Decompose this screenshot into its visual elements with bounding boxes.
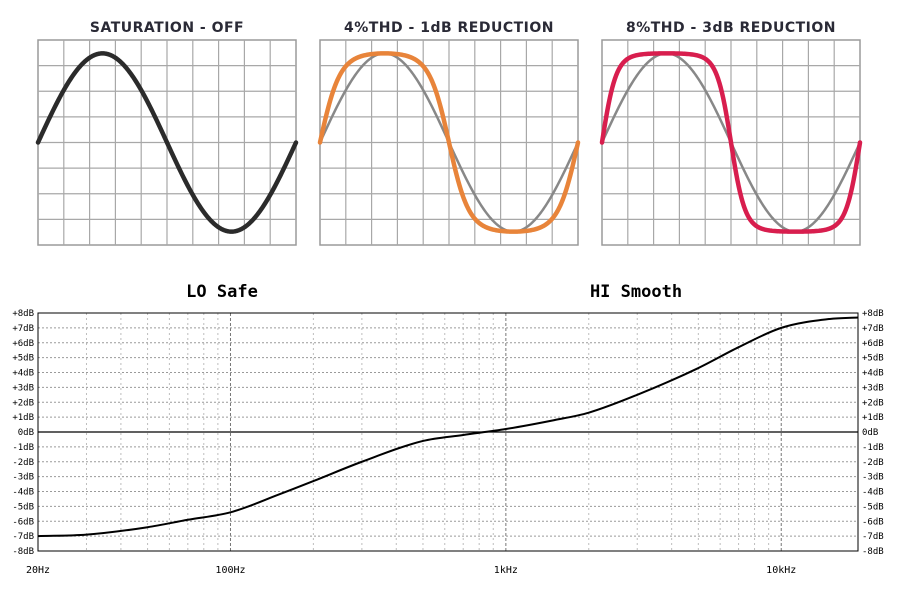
x-tick-label: 100Hz bbox=[215, 565, 245, 576]
panel-title: SATURATION - OFF bbox=[90, 20, 244, 36]
y-tick-label-left: +6dB bbox=[12, 339, 34, 349]
y-tick-label-left: -6dB bbox=[12, 517, 34, 527]
y-tick-label-right: -2dB bbox=[862, 458, 884, 468]
frequency-response-chart: LO Safe HI Smooth +8dB +8dB +7dB +7dB +6dB +6… bbox=[12, 282, 883, 576]
hi-smooth-title: HI Smooth bbox=[590, 282, 682, 302]
waveform-line bbox=[317, 51, 581, 234]
y-tick-label-right: -1dB bbox=[862, 443, 884, 453]
y-tick-label-right: +4dB bbox=[862, 369, 884, 379]
frequency-response-line bbox=[37, 316, 859, 538]
waveform-panel-8thd: 8%THD - 3dB REDUCTION bbox=[599, 20, 863, 246]
y-tick-label-left: -1dB bbox=[12, 443, 34, 453]
y-tick-label-right: +2dB bbox=[862, 398, 884, 408]
y-tick-label-left: -8dB bbox=[12, 547, 34, 557]
y-tick-label-left: +5dB bbox=[12, 354, 34, 364]
waveform-panel-saturation-off: SATURATION - OFF bbox=[35, 20, 299, 246]
lo-safe-title: LO Safe bbox=[186, 282, 258, 302]
y-tick-label-right: -6dB bbox=[862, 517, 884, 527]
y-tick-label-left: +1dB bbox=[12, 413, 34, 423]
y-tick-label-left: -2dB bbox=[12, 458, 34, 468]
y-tick-label-left: +7dB bbox=[12, 324, 34, 334]
y-tick-label-right: +7dB bbox=[862, 324, 884, 334]
y-tick-label-left: +4dB bbox=[12, 369, 34, 379]
y-tick-label-left: -4dB bbox=[12, 488, 34, 498]
panel-title: 4%THD - 1dB REDUCTION bbox=[344, 20, 554, 36]
y-tick-label-right: -7dB bbox=[862, 532, 884, 542]
y-tick-label-left: 0dB bbox=[18, 428, 34, 438]
y-tick-label-right: +1dB bbox=[862, 413, 884, 423]
y-tick-label-left: +2dB bbox=[12, 398, 34, 408]
y-tick-label-right: -8dB bbox=[862, 547, 884, 557]
x-tick-label: 20Hz bbox=[26, 565, 50, 576]
waveform-panel-4thd: 4%THD - 1dB REDUCTION bbox=[317, 20, 581, 246]
y-tick-label-left: -5dB bbox=[12, 502, 34, 512]
y-tick-label-right: 0dB bbox=[862, 428, 878, 438]
y-tick-label-right: -4dB bbox=[862, 488, 884, 498]
y-tick-label-right: +8dB bbox=[862, 309, 884, 319]
panel-title: 8%THD - 3dB REDUCTION bbox=[626, 20, 836, 36]
x-tick-label: 1kHz bbox=[494, 565, 518, 576]
eq-plot-area: +8dB +8dB +7dB +7dB +6dB +6dB +5dB +5dB +4dB +4dB… bbox=[12, 309, 883, 576]
waveform-panels: SATURATION - OFF 4%THD - 1dB REDUCTION 8… bbox=[35, 20, 863, 246]
x-tick-label: 10kHz bbox=[766, 565, 796, 576]
y-tick-label-left: -3dB bbox=[12, 473, 34, 483]
y-tick-label-right: -5dB bbox=[862, 502, 884, 512]
y-tick-label-left: -7dB bbox=[12, 532, 34, 542]
y-tick-label-right: +6dB bbox=[862, 339, 884, 349]
waveform-line bbox=[35, 51, 299, 234]
y-tick-label-right: -3dB bbox=[862, 473, 884, 483]
y-tick-label-left: +8dB bbox=[12, 309, 34, 319]
y-tick-label-left: +3dB bbox=[12, 383, 34, 393]
y-tick-label-right: +3dB bbox=[862, 383, 884, 393]
waveform-line bbox=[599, 51, 863, 234]
y-tick-label-right: +5dB bbox=[862, 354, 884, 364]
